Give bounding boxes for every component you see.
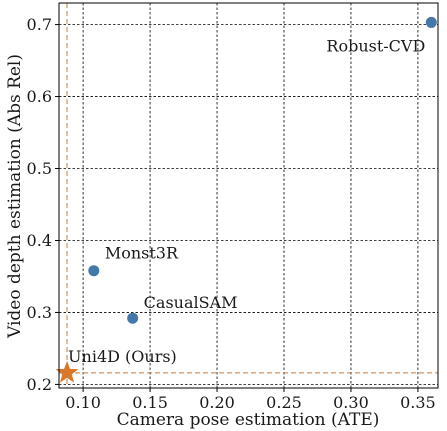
y-tick-label: 0.2 [27,375,52,394]
x-tick-label: 0.25 [266,393,302,412]
plot-border [58,2,439,389]
point-label-casualsam: CasualSAM [144,293,238,312]
point-monst3r-marker [88,265,100,277]
point-robust-cvd-marker [425,16,437,28]
x-tick-label: 0.35 [400,393,436,412]
y-tick-label: 0.6 [27,87,52,106]
x-tick-label: 0.10 [65,393,101,412]
point-label-monst3r: Monst3R [105,244,179,263]
point-uni4d-ours-star-marker [55,360,79,383]
x-tick-label: 0.30 [333,393,369,412]
y-axis-label: Video depth estimation (Abs Rel) [5,54,25,339]
y-tick-label: 0.7 [27,15,52,34]
grid [59,3,438,388]
y-tick-label: 0.3 [27,303,52,322]
data-points: Robust-CVD Monst3R CasualSAM Uni4D (Ours) [55,16,437,383]
point-casualsam-marker [127,312,139,324]
y-tick-label: 0.5 [27,159,52,178]
x-axis-ticks: 0.10 0.15 0.20 0.25 0.30 0.35 [65,388,436,412]
y-axis-ticks: 0.2 0.3 0.4 0.5 0.6 0.7 [27,15,59,394]
reference-lines [59,3,438,388]
x-axis-label: Camera pose estimation (ATE) [117,410,380,430]
y-tick-label: 0.4 [27,231,52,250]
plot-area: Robust-CVD Monst3R CasualSAM Uni4D (Ours) [55,2,439,389]
x-tick-label: 0.20 [199,393,235,412]
plot-frame [59,3,438,388]
point-label-robust-cvd: Robust-CVD [326,36,425,55]
x-tick-label: 0.15 [132,393,168,412]
point-label-uni4d-ours: Uni4D (Ours) [68,347,177,366]
